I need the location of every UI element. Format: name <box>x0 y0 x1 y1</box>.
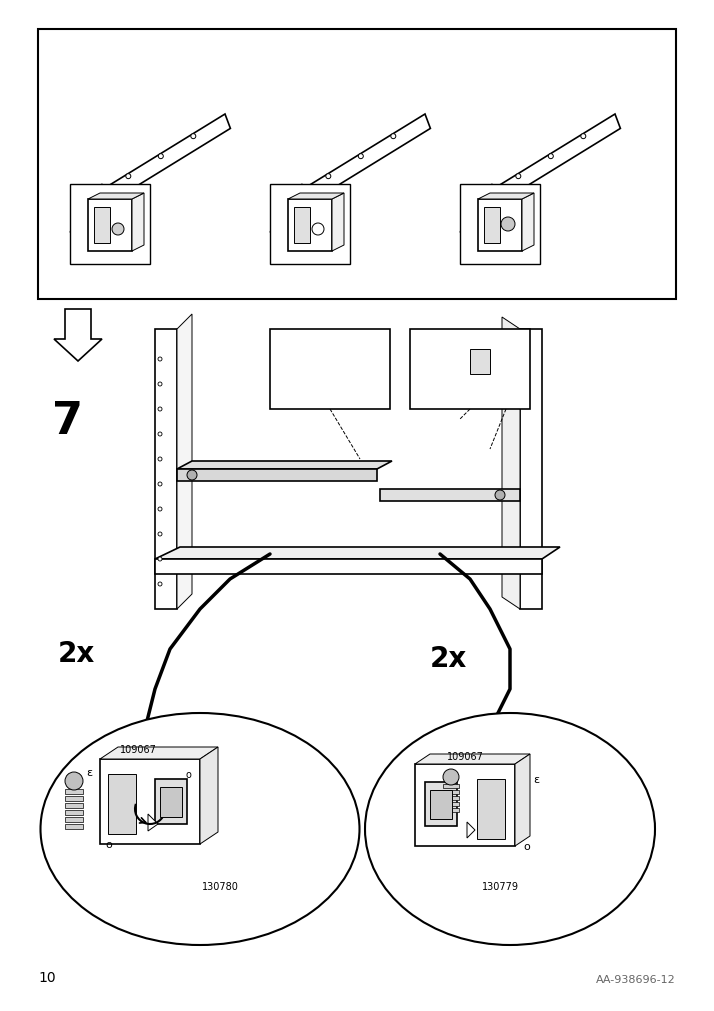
Text: ε: ε <box>533 774 539 785</box>
Bar <box>108 774 136 834</box>
Bar <box>270 330 390 409</box>
Circle shape <box>126 175 131 180</box>
Polygon shape <box>515 754 530 846</box>
Polygon shape <box>288 194 344 200</box>
Polygon shape <box>295 115 431 209</box>
Circle shape <box>158 407 162 411</box>
Text: 2x: 2x <box>430 644 467 672</box>
Circle shape <box>501 217 515 232</box>
Circle shape <box>65 772 83 791</box>
Circle shape <box>158 458 162 462</box>
Bar <box>477 779 505 839</box>
Bar <box>288 200 332 252</box>
Text: 130780: 130780 <box>201 882 238 891</box>
Bar <box>155 779 187 824</box>
Bar <box>294 208 310 244</box>
Text: o: o <box>523 841 530 851</box>
Polygon shape <box>200 747 218 844</box>
Bar <box>65 797 83 801</box>
Polygon shape <box>88 194 144 200</box>
Text: 2x: 2x <box>58 639 95 667</box>
Polygon shape <box>177 314 192 610</box>
Bar <box>470 350 490 375</box>
Circle shape <box>548 155 553 160</box>
Circle shape <box>516 175 521 180</box>
Circle shape <box>443 769 459 786</box>
Circle shape <box>158 582 162 586</box>
Bar <box>270 185 350 265</box>
Bar <box>65 817 83 822</box>
Bar <box>478 200 522 252</box>
Circle shape <box>312 223 324 236</box>
Bar <box>443 802 459 806</box>
Polygon shape <box>485 115 620 209</box>
Bar <box>460 185 540 265</box>
Text: 109067: 109067 <box>446 751 483 761</box>
Bar <box>443 785 459 789</box>
Polygon shape <box>100 747 218 759</box>
Bar <box>65 810 83 815</box>
Ellipse shape <box>365 714 655 945</box>
Polygon shape <box>380 489 520 501</box>
Circle shape <box>158 533 162 537</box>
Polygon shape <box>502 317 520 610</box>
Polygon shape <box>415 754 530 764</box>
Circle shape <box>191 134 196 140</box>
Bar <box>177 469 377 481</box>
Circle shape <box>391 134 396 140</box>
Text: 109067: 109067 <box>119 744 156 754</box>
Text: 10: 10 <box>38 970 56 984</box>
Text: 130779: 130779 <box>481 882 518 891</box>
Bar <box>410 330 530 409</box>
Polygon shape <box>132 194 144 252</box>
Bar <box>100 759 200 844</box>
Text: ο: ο <box>185 769 191 779</box>
Bar <box>70 185 150 265</box>
Bar <box>430 791 452 819</box>
Circle shape <box>158 482 162 486</box>
Bar <box>155 330 177 610</box>
Bar <box>65 824 83 829</box>
Polygon shape <box>177 462 392 469</box>
Bar <box>38 30 676 299</box>
Text: 7: 7 <box>52 399 83 443</box>
Circle shape <box>112 223 124 236</box>
Bar <box>443 808 459 812</box>
Text: o: o <box>105 839 112 849</box>
Polygon shape <box>332 194 344 252</box>
Circle shape <box>187 470 197 480</box>
Bar <box>443 791 459 795</box>
Polygon shape <box>155 548 560 559</box>
Circle shape <box>495 490 505 500</box>
Polygon shape <box>148 814 158 831</box>
Bar <box>65 790 83 795</box>
Circle shape <box>158 382 162 386</box>
Polygon shape <box>478 194 534 200</box>
Circle shape <box>158 557 162 561</box>
Bar <box>443 797 459 801</box>
Circle shape <box>158 433 162 437</box>
Ellipse shape <box>41 714 360 945</box>
Bar <box>94 208 110 244</box>
Bar <box>88 200 132 252</box>
Circle shape <box>580 134 585 140</box>
Polygon shape <box>95 115 231 209</box>
Bar <box>425 783 457 826</box>
Polygon shape <box>467 822 475 838</box>
Circle shape <box>358 155 363 160</box>
Circle shape <box>326 175 331 180</box>
Bar <box>484 208 500 244</box>
Text: ε: ε <box>86 767 92 777</box>
Text: AA-938696-12: AA-938696-12 <box>596 974 676 984</box>
Polygon shape <box>54 309 102 362</box>
Polygon shape <box>522 194 534 252</box>
Bar <box>65 803 83 808</box>
Bar <box>520 330 542 610</box>
Bar <box>155 559 542 574</box>
Circle shape <box>158 358 162 362</box>
Bar <box>415 764 515 846</box>
Bar <box>160 788 182 817</box>
Circle shape <box>158 508 162 512</box>
Circle shape <box>159 155 164 160</box>
